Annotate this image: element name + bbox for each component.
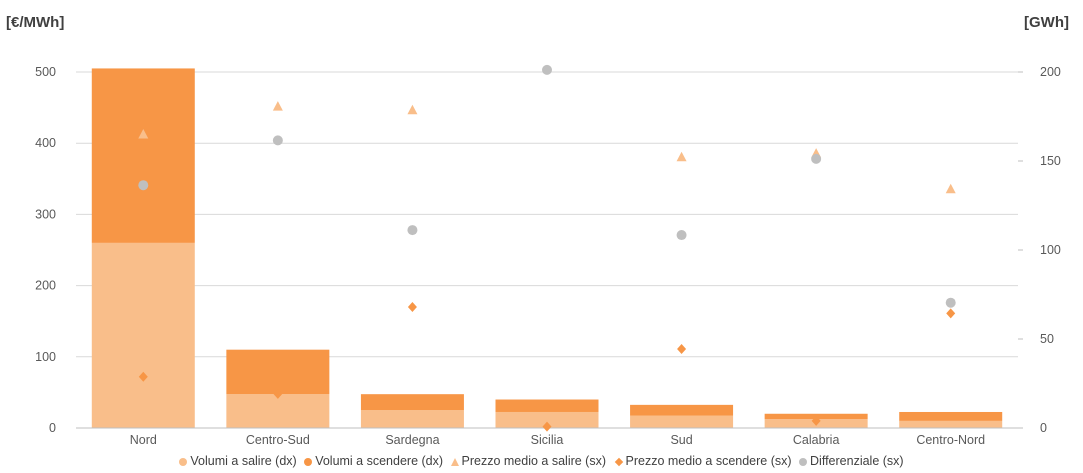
y-right-tick-50: 50 xyxy=(1040,332,1054,346)
legend: Volumi a salire (dx) Volumi a scendere (… xyxy=(0,454,1083,468)
bar-volumi-salire-4 xyxy=(630,415,734,428)
legend-marker-prezzo-scendere xyxy=(614,457,623,466)
legend-label-volumi-salire: Volumi a salire (dx) xyxy=(190,454,297,468)
marker-differenziale-0 xyxy=(138,180,149,191)
legend-marker-volumi-salire xyxy=(179,457,188,466)
legend-label-volumi-scendere: Volumi a scendere (dx) xyxy=(315,454,444,468)
marker-prezzo-scendere-3 xyxy=(542,421,552,432)
bar-volumi-scendere-3 xyxy=(495,399,599,412)
y-axis-right-title: [GWh] xyxy=(1024,14,1069,31)
bar-volumi-salire-1 xyxy=(226,394,330,428)
marker-differenziale-5 xyxy=(811,153,822,164)
y-right-tick-200: 200 xyxy=(1040,65,1061,79)
y-right-tick-150: 150 xyxy=(1040,154,1061,168)
legend-marker-prezzo-salire xyxy=(450,457,459,466)
bar-volumi-scendere-4 xyxy=(630,404,734,416)
marker-differenziale-6 xyxy=(945,297,956,308)
x-tick-1: Centro-Sud xyxy=(246,433,310,447)
legend-marker-volumi-scendere xyxy=(304,457,313,466)
bar-volumi-salire-3 xyxy=(495,411,599,428)
bar-volumi-scendere-6 xyxy=(899,411,1003,421)
x-tick-2: Sardegna xyxy=(385,433,439,447)
y-right-tick-100: 100 xyxy=(1040,243,1061,257)
y-left-tick-0: 0 xyxy=(49,421,56,435)
marker-prezzo-scendere-5 xyxy=(811,415,821,426)
x-tick-5: Calabria xyxy=(793,433,840,447)
marker-differenziale-4 xyxy=(676,230,687,241)
chart-plot: 0 100 200 300 400 500 0 50 100 150 200 Nord Centro-S… xyxy=(35,64,1061,447)
bar-volumi-salire-0 xyxy=(91,242,195,428)
legend-label-differenziale: Differenziale (sx) xyxy=(810,454,904,468)
marker-prezzo-salire-1 xyxy=(272,101,283,111)
x-tick-4: Sud xyxy=(670,433,692,447)
y-left-tick-500: 500 xyxy=(35,65,56,79)
marker-prezzo-salire-0 xyxy=(138,128,149,139)
bar-volumi-salire-2 xyxy=(360,410,464,428)
legend-label-prezzo-scendere: Prezzo medio a scendere (sx) xyxy=(625,454,792,468)
y-left-tick-300: 300 xyxy=(35,207,56,221)
legend-item-volumi-salire: Volumi a salire (dx) xyxy=(179,454,297,468)
marker-differenziale-2 xyxy=(407,225,418,236)
marker-prezzo-salire-6 xyxy=(945,183,956,194)
x-tick-0: Nord xyxy=(130,433,157,447)
marker-prezzo-scendere-2 xyxy=(407,301,417,312)
legend-item-prezzo-salire: Prezzo medio a salire (sx) xyxy=(450,454,607,468)
y-axis-left-title: [€/MWh] xyxy=(6,14,65,31)
marker-prezzo-salire-4 xyxy=(676,151,687,162)
legend-marker-differenziale xyxy=(799,457,808,466)
legend-label-prezzo-salire: Prezzo medio a salire (sx) xyxy=(461,454,607,468)
y-left-tick-200: 200 xyxy=(35,279,56,293)
marker-differenziale-3 xyxy=(542,64,552,75)
marker-prezzo-scendere-0 xyxy=(138,371,148,382)
bar-volumi-salire-6 xyxy=(899,420,1003,428)
legend-item-volumi-scendere: Volumi a scendere (dx) xyxy=(304,454,443,468)
y-left-tick-400: 400 xyxy=(35,136,56,150)
x-tick-3: Sicilia xyxy=(531,433,564,447)
marker-prezzo-scendere-1 xyxy=(273,388,283,399)
marker-prezzo-scendere-6 xyxy=(946,308,956,319)
y-right-tick-0: 0 xyxy=(1040,421,1047,435)
marker-differenziale-1 xyxy=(272,135,283,146)
bar-volumi-scendere-0 xyxy=(91,68,195,243)
marker-prezzo-salire-2 xyxy=(407,104,418,115)
bar-volumi-scendere-1 xyxy=(226,349,330,395)
y-left-tick-100: 100 xyxy=(35,350,56,364)
legend-item-differenziale: Differenziale (sx) xyxy=(799,454,904,468)
legend-item-prezzo-scendere: Prezzo medio a scendere (sx) xyxy=(614,454,792,468)
marker-prezzo-scendere-4 xyxy=(677,343,687,354)
x-tick-6: Centro-Nord xyxy=(916,433,985,447)
bar-volumi-scendere-2 xyxy=(360,394,464,411)
